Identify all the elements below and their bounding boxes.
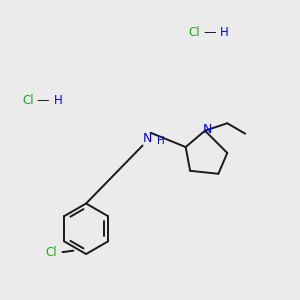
- Text: N: N: [203, 123, 212, 136]
- Text: —: —: [37, 94, 49, 107]
- Text: Cl: Cl: [189, 26, 200, 39]
- Text: H: H: [53, 94, 62, 107]
- Text: H: H: [158, 136, 165, 146]
- Text: Cl: Cl: [22, 94, 34, 107]
- Text: H: H: [220, 26, 229, 39]
- Text: —: —: [203, 26, 216, 39]
- Text: Cl: Cl: [46, 246, 57, 259]
- Text: N: N: [142, 132, 152, 145]
